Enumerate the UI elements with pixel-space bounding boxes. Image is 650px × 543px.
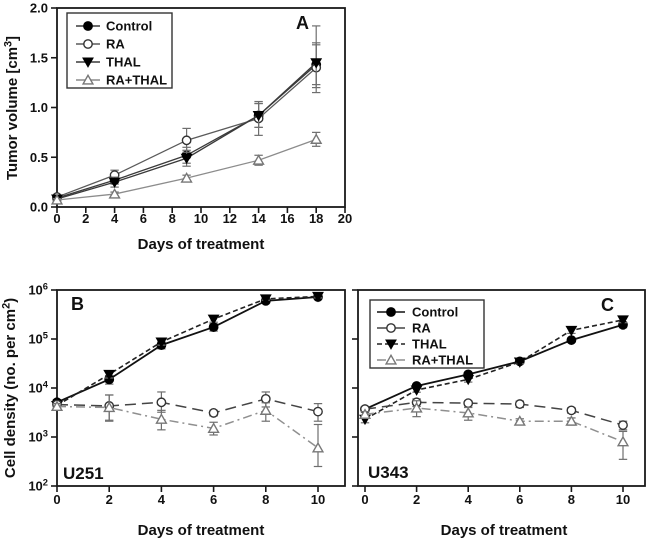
x-tick-label: 16 <box>280 211 294 226</box>
series-line <box>364 323 624 410</box>
x-tick-label: 2 <box>106 492 113 507</box>
y-tick-label: 106 <box>28 282 48 298</box>
y-tick-label: 104 <box>28 380 48 396</box>
x-tick-label: 0 <box>53 492 60 507</box>
series-ra <box>52 391 323 422</box>
series-thal <box>51 291 324 412</box>
x-tick-label: 20 <box>338 211 352 226</box>
legend-label: RA <box>412 321 431 336</box>
cell-line-label: U343 <box>368 463 409 482</box>
panel-A: 0 2 4 6 8 10 12 14 16 18 20 0.0 0.5 1.0 1.5 2.0 Days of … <box>2 1 352 254</box>
x-tick-label: 4 <box>158 492 166 507</box>
x-tick-label: 14 <box>251 211 266 226</box>
series-line <box>56 405 319 449</box>
legend-label: RA+THAL <box>412 353 473 368</box>
x-tick-label: 4 <box>465 492 473 507</box>
y-tick-label: 103 <box>28 429 48 445</box>
x-axis-label: Days of treatment <box>441 522 568 539</box>
legend-label: Control <box>412 305 458 320</box>
x-tick-label: 10 <box>311 492 325 507</box>
y-tick-label: 105 <box>28 331 48 347</box>
series-ra-thal <box>50 131 323 205</box>
series-ra-thal <box>358 400 630 460</box>
x-tick-label: 18 <box>309 211 323 226</box>
series-line <box>364 319 624 420</box>
legend-label: THAL <box>106 55 141 70</box>
y-tick-label: 0.5 <box>30 150 48 165</box>
y-tick-label: 102 <box>28 478 48 494</box>
panel-letter: C <box>601 295 614 315</box>
series-line <box>56 296 319 404</box>
series-ra <box>360 397 628 431</box>
legend-label: THAL <box>412 337 447 352</box>
x-tick-label: 10 <box>194 211 208 226</box>
panel-letter: B <box>71 294 84 314</box>
x-tick-label: 2 <box>82 211 89 226</box>
x-tick-label: 6 <box>140 211 147 226</box>
x-tick-label: 4 <box>111 211 119 226</box>
x-tick-label: 8 <box>169 211 176 226</box>
legend: Control RA THAL RA+THAL <box>66 12 173 89</box>
x-tick-label: 2 <box>413 492 420 507</box>
x-tick-label: 6 <box>516 492 523 507</box>
y-tick-label: 1.0 <box>30 100 48 115</box>
legend-label: RA+THAL <box>106 73 167 88</box>
series-line <box>56 398 319 414</box>
series-line <box>56 295 319 407</box>
x-tick-label: 6 <box>210 492 217 507</box>
x-tick-label: 0 <box>361 492 368 507</box>
y-tick-label: 0.0 <box>30 200 48 215</box>
x-axis-label: Days of treatment <box>138 522 265 539</box>
legend-label: Control <box>106 19 152 34</box>
panel-B: 0 2 4 6 8 10 102 103 104 105 106 Days of treatment C… <box>0 282 346 539</box>
x-tick-label: 8 <box>568 492 575 507</box>
x-tick-label: 0 <box>53 211 60 226</box>
legend-label: RA <box>106 37 125 52</box>
series-line <box>364 407 624 443</box>
y-tick-label: 2.0 <box>30 1 48 16</box>
cell-line-label: U251 <box>63 464 104 483</box>
y-axis-label: Cell density (no. per cm2) <box>0 298 19 478</box>
y-axis-label: Tumor volume [cm3] <box>2 36 21 180</box>
x-tick-label: 12 <box>223 211 237 226</box>
x-axis-label: Days of treatment <box>138 236 265 253</box>
series-ra-thal <box>50 394 325 468</box>
x-tick-label: 8 <box>262 492 269 507</box>
plot-border <box>56 289 346 487</box>
panel-letter: A <box>296 13 309 33</box>
y-tick-label: 1.5 <box>30 50 48 65</box>
x-tick-label: 10 <box>616 492 630 507</box>
series-control <box>52 292 323 408</box>
panel-C: 0 2 4 6 8 10 Days of treatment C U343 ControlRATH… <box>352 289 646 539</box>
series-line <box>364 401 624 426</box>
